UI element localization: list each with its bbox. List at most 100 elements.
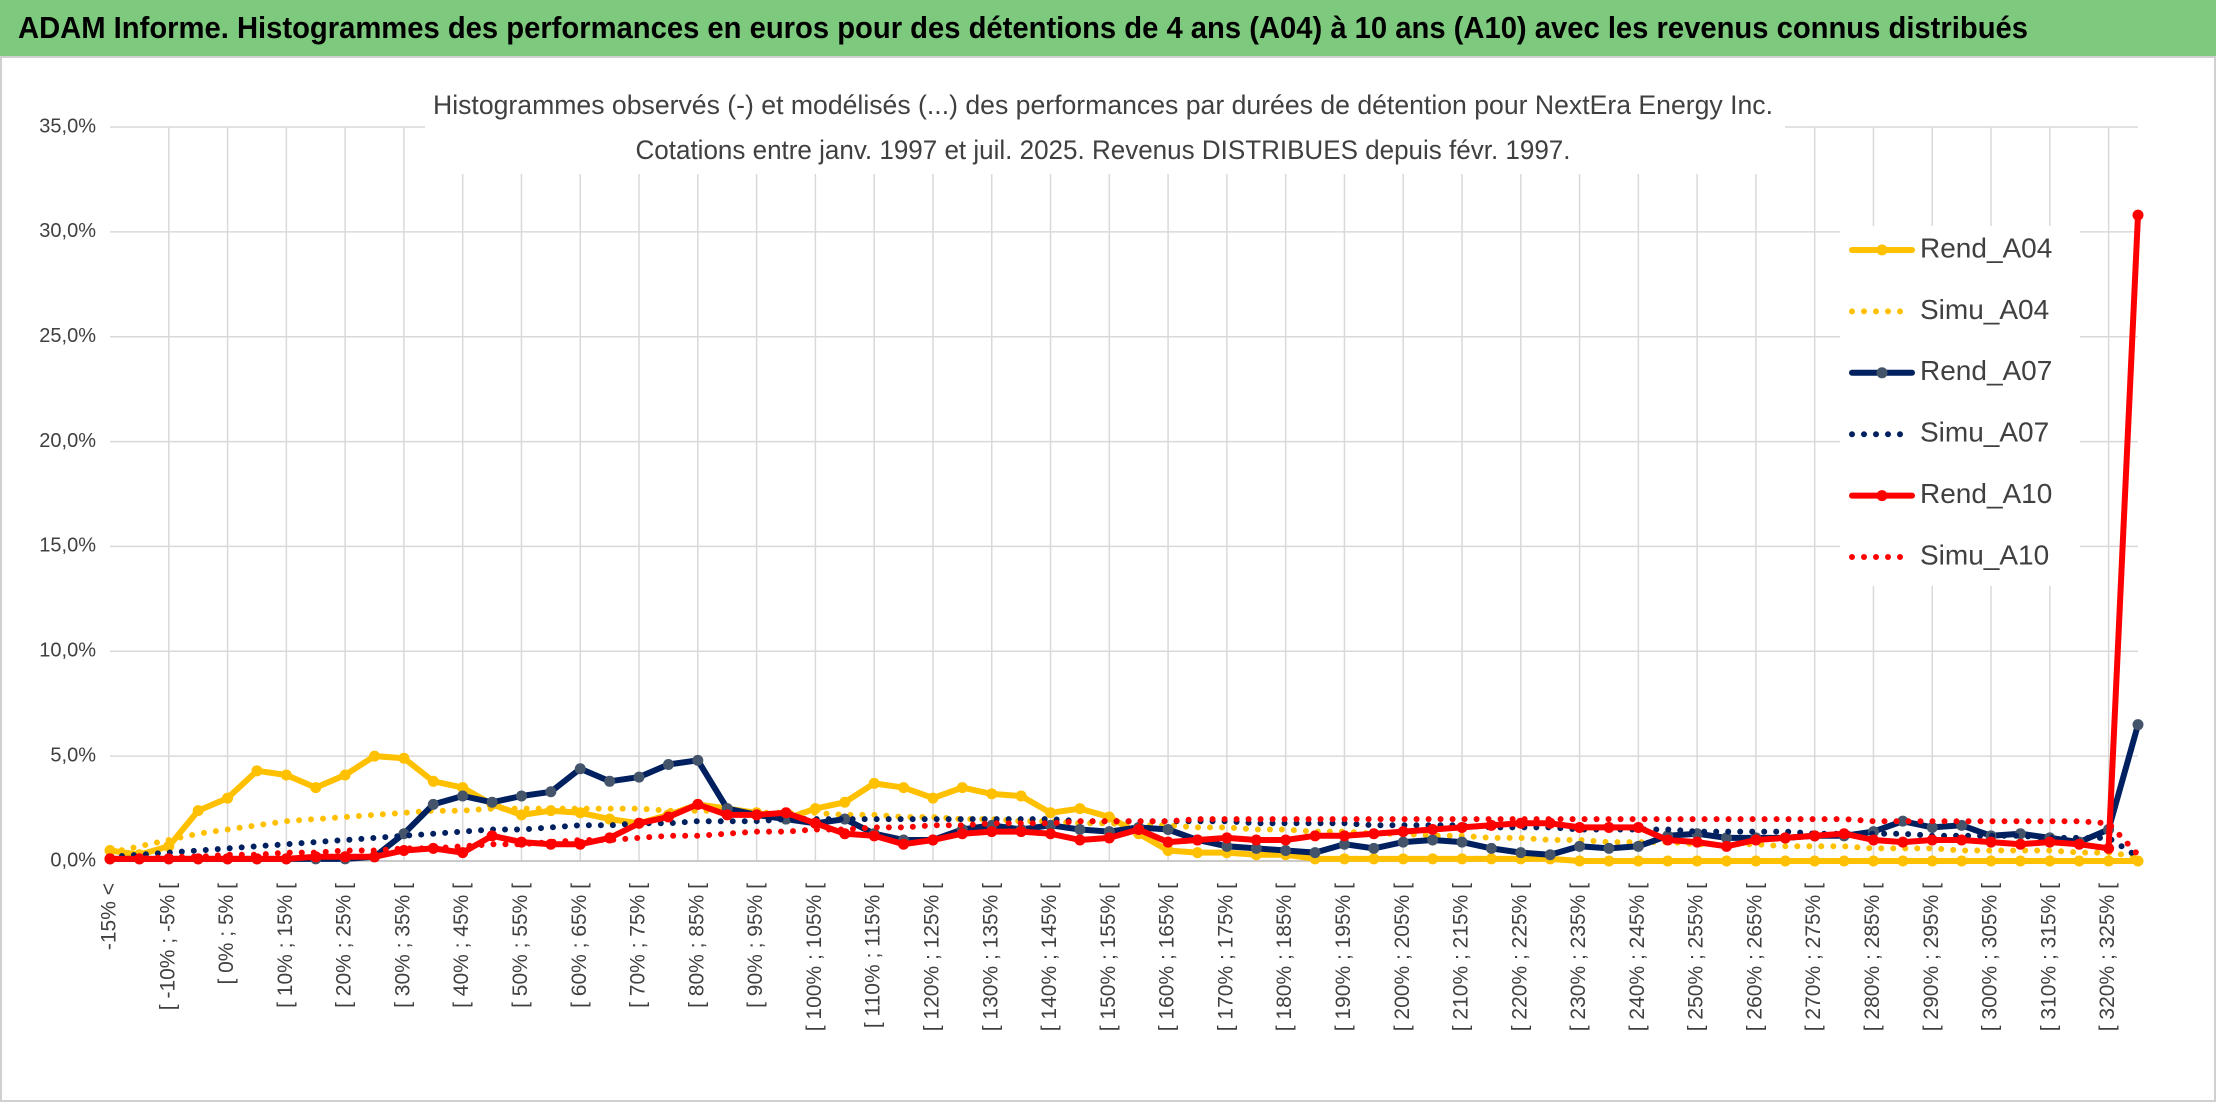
point [898,782,910,794]
point [1162,824,1174,836]
x-tick-label: [ 70% ; 75% [ [627,883,650,1008]
x-tick-label: [ 0% ; 5% [ [215,883,238,985]
series [107,816,2141,860]
simulated-line [107,816,2141,860]
point [398,752,410,764]
point [1250,842,1262,854]
point [1397,836,1409,848]
point [1985,855,1997,867]
point [1867,834,1879,846]
point [633,771,645,783]
point [1338,838,1350,850]
simulated-line [107,816,2141,862]
point [2014,838,2026,850]
point [692,798,704,810]
point [1133,824,1145,836]
x-tick-label: [ 150% ; 155% [ [1097,883,1120,1031]
point [1456,853,1468,865]
point [1015,790,1027,802]
legend-background [1840,226,2080,586]
point [1956,834,1968,846]
point [1721,840,1733,852]
point [1603,821,1615,833]
point [780,807,792,819]
y-tick-label: 0,0% [50,849,96,871]
point [1280,834,1292,846]
x-tick-label: [ 190% ; 195% [ [1332,883,1355,1031]
point [1632,821,1644,833]
y-tick-label: 25,0% [39,325,96,347]
point [192,805,204,817]
point [2132,855,2144,867]
point [1397,826,1409,838]
point [339,769,351,781]
point [751,809,763,821]
point [839,796,851,808]
x-tick-label: [ 120% ; 125% [ [921,883,944,1031]
point [1867,855,1879,867]
point [2103,842,2115,854]
point [1485,853,1497,865]
point [927,834,939,846]
point [133,853,145,865]
point [427,798,439,810]
point [1162,845,1174,857]
y-tick-label: 5,0% [50,744,96,766]
point [1691,836,1703,848]
point [457,782,469,794]
point [1427,853,1439,865]
point [2044,855,2056,867]
point [1397,853,1409,865]
legend-marker [1876,244,1888,256]
point [545,786,557,798]
observed-line [107,212,2141,862]
point [633,817,645,829]
x-tick-label: [ 90% ; 95% [ [744,883,767,1008]
simulated-line [107,805,2141,860]
point [1897,836,1909,848]
point [2073,838,2085,850]
point [1603,842,1615,854]
point [1309,847,1321,859]
point [1926,855,1938,867]
x-tick-label: -15% < [98,883,121,950]
y-tick-label: 35,0% [39,115,96,137]
x-tick-label: [ 170% ; 175% [ [1214,883,1237,1031]
point [1574,855,1586,867]
point [1368,853,1380,865]
header-title: ADAM Informe. Histogrammes des performan… [18,10,2028,45]
point [1368,828,1380,840]
x-tick-label: [ 260% ; 265% [ [1743,883,1766,1031]
point [1456,821,1468,833]
point [1074,824,1086,836]
legend-label: Simu_A10 [1920,539,2049,570]
point [2132,719,2144,731]
point [662,811,674,823]
point [2103,855,2115,867]
point [1045,828,1057,840]
y-tick-label: 30,0% [39,220,96,242]
point [222,792,234,804]
point [1603,855,1615,867]
point [1309,830,1321,842]
x-tick-label: [ 140% ; 145% [ [1038,883,1061,1031]
point [1485,819,1497,831]
legend-label: Simu_A07 [1920,417,2049,448]
point [1721,832,1733,844]
x-tick-label: [ 30% ; 35% [ [391,883,414,1008]
point [1574,840,1586,852]
y-tick-label: 10,0% [39,640,96,662]
x-tick-label: [ 210% ; 215% [ [1450,883,1473,1031]
legend-marker [1876,490,1888,502]
point [1250,834,1262,846]
point [2044,836,2056,848]
point [1074,803,1086,815]
point [1632,855,1644,867]
point [986,826,998,838]
point [1897,855,1909,867]
y-tick-label: 20,0% [39,430,96,452]
x-tick-label: [ 300% ; 305% [ [1979,883,2002,1031]
point [1515,847,1527,859]
point [1750,855,1762,867]
